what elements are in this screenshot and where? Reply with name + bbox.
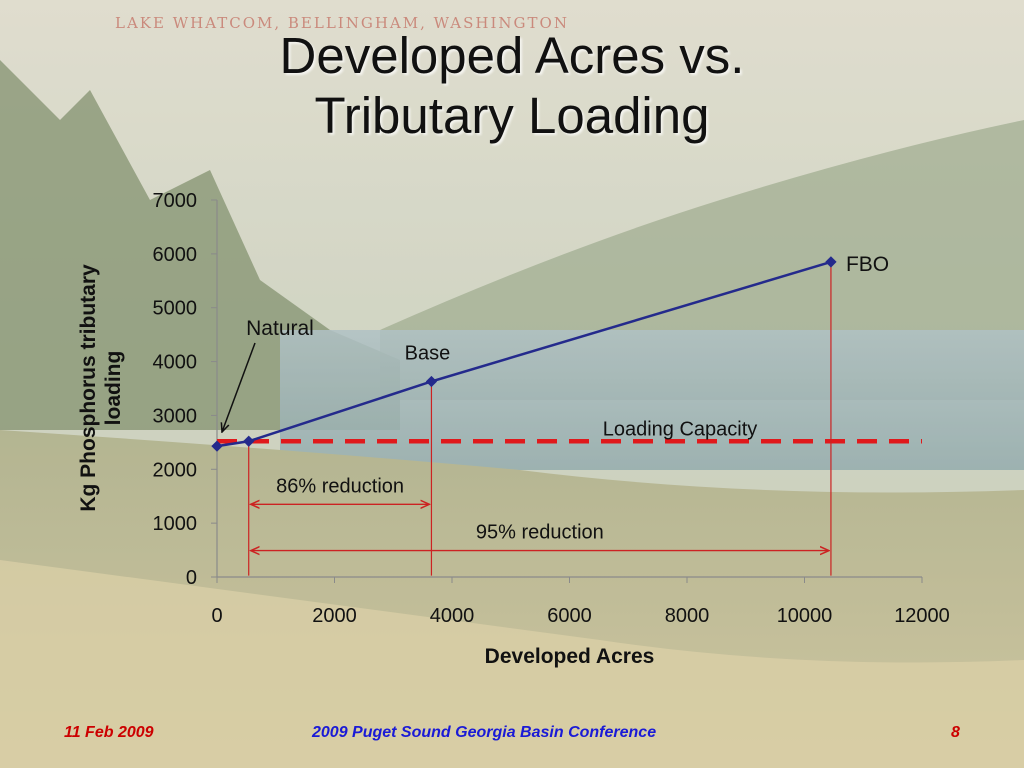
y-tick-label: 2000 — [153, 459, 198, 481]
y-tick-label: 7000 — [153, 190, 198, 212]
x-tick-label: 12000 — [894, 605, 950, 627]
title-line-1: Developed Acres vs. — [279, 27, 745, 84]
slide-title: Developed Acres vs. Tributary Loading — [0, 26, 1024, 146]
data-point — [243, 435, 255, 447]
y-tick-label: 5000 — [153, 298, 198, 320]
natural-pointer-arrow — [222, 342, 256, 432]
x-tick-label: 2000 — [312, 605, 357, 627]
footer-conference: 2009 Puget Sound Georgia Basin Conferenc… — [312, 724, 657, 741]
x-tick-label: 10000 — [777, 605, 833, 627]
x-tick-label: 6000 — [547, 605, 592, 627]
reduction-label-1: 86% reduction — [276, 475, 404, 497]
chart-marks — [211, 256, 837, 452]
y-tick-label: 3000 — [153, 405, 198, 427]
footer-page-number: 8 — [951, 724, 960, 741]
point-label-natural: Natural — [246, 317, 314, 340]
point-label-base: Base — [405, 342, 451, 364]
y-tick-label: 1000 — [153, 513, 198, 535]
x-tick-label: 8000 — [665, 605, 710, 627]
title-line-2: Tributary Loading — [314, 87, 710, 144]
chart-reference-lines — [217, 261, 922, 576]
loading-capacity-label: Loading Capacity — [603, 418, 758, 440]
series-line — [216, 260, 832, 448]
reduction-label-2: 95% reduction — [476, 522, 604, 544]
x-tick-label: 0 — [211, 605, 222, 627]
data-point — [425, 375, 438, 388]
chart-ticks: 0 1000 2000 3000 4000 5000 6000 7000 0 2000 4000 60… — [153, 190, 950, 627]
y-axis-label-line-2: loading — [102, 351, 125, 426]
point-label-fbo: FBO — [846, 253, 889, 276]
footer-date: 11 Feb 2009 — [64, 724, 154, 741]
data-point — [825, 256, 837, 268]
chart-labels: Developed Acres Kg Phosphorus tributary lo… — [77, 253, 889, 668]
x-tick-label: 4000 — [430, 605, 475, 627]
photo-caption: LAKE WHATCOM, BELLINGHAM, WASHINGTON — [115, 14, 569, 32]
y-tick-label: 4000 — [153, 352, 198, 374]
y-axis-label-line-1: Kg Phosphorus tributary — [77, 264, 100, 512]
y-tick-label: 0 — [186, 567, 197, 589]
y-tick-label: 6000 — [153, 244, 198, 266]
data-point — [211, 440, 223, 452]
x-axis-label: Developed Acres — [485, 645, 655, 668]
y-axis-label: Kg Phosphorus tributary loading — [77, 264, 125, 512]
chart-axes — [216, 200, 922, 578]
